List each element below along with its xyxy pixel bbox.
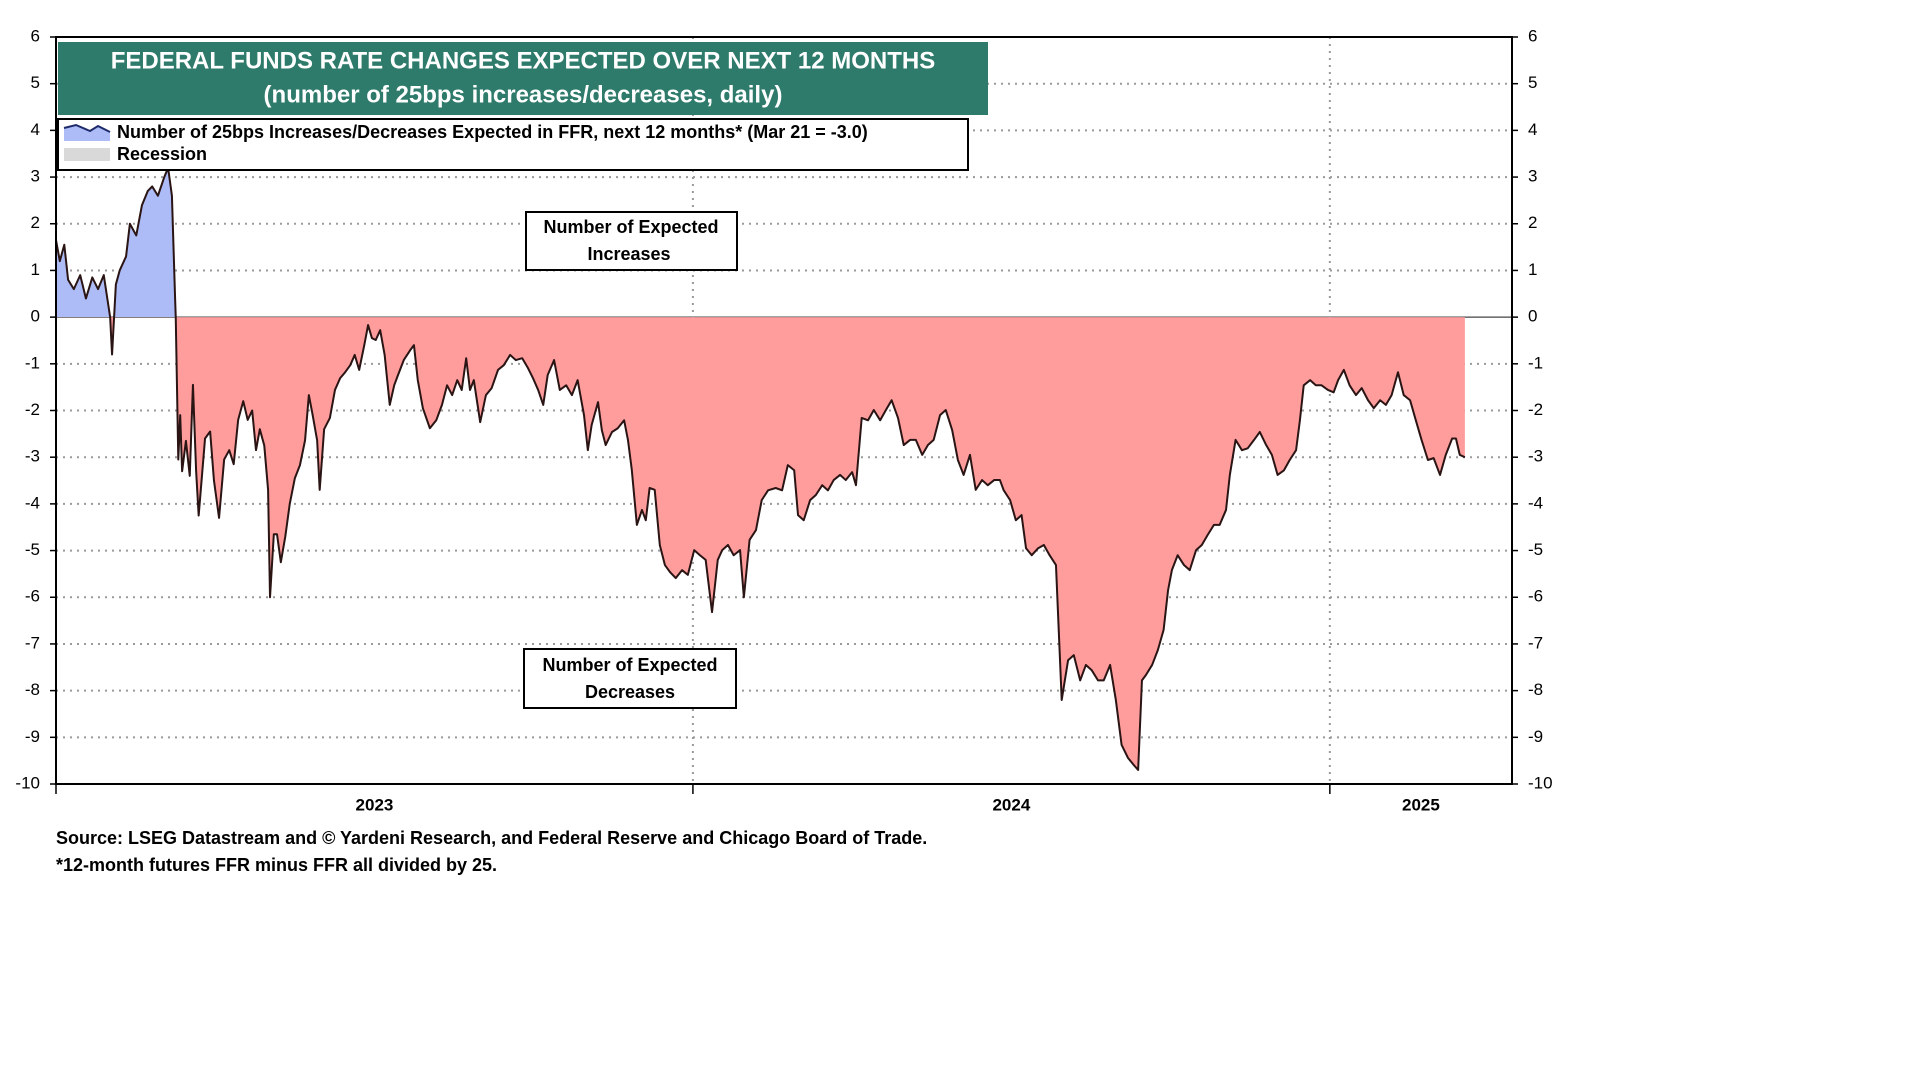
title-box: FEDERAL FUNDS RATE CHANGES EXPECTED OVER… <box>58 42 988 115</box>
annotation-text: Increases <box>587 244 670 264</box>
y2-tick-label: -6 <box>1528 587 1543 606</box>
y2-tick-label: 2 <box>1528 213 1537 232</box>
annotation-text: Decreases <box>585 682 675 702</box>
y-tick-label: -9 <box>25 727 40 746</box>
y2-tick-label: -8 <box>1528 680 1543 699</box>
y2-tick-label: -3 <box>1528 447 1543 466</box>
y-tick-label: -3 <box>25 447 40 466</box>
annotation-box <box>525 211 738 271</box>
legend-box <box>57 118 969 171</box>
legend-swatch-line <box>63 123 111 133</box>
y-tick-label: 6 <box>31 26 40 45</box>
y2-tick-label: 1 <box>1528 260 1537 279</box>
y-tick-label: -6 <box>25 587 40 606</box>
title-background <box>58 42 988 115</box>
area-negative <box>56 317 1465 770</box>
y2-tick-label: -5 <box>1528 540 1543 559</box>
y-tick-label: 2 <box>31 213 40 232</box>
y-tick-label: 1 <box>31 260 40 279</box>
y-tick-label: 5 <box>31 73 40 92</box>
chart-title: FEDERAL FUNDS RATE CHANGES EXPECTED OVER… <box>111 47 936 74</box>
y2-tick-label: -4 <box>1528 493 1543 512</box>
y-tick-label: -7 <box>25 633 40 652</box>
annotation-box <box>523 648 737 709</box>
y2-tick-label: -10 <box>1528 773 1553 792</box>
x-tick-label: 2025 <box>1402 795 1440 814</box>
y-tick-label: -8 <box>25 680 40 699</box>
x-tick-label: 2024 <box>992 795 1030 814</box>
annotation-text: Number of Expected <box>542 655 717 675</box>
line <box>55 166 1466 771</box>
y-tick-label: -2 <box>25 400 40 419</box>
y-tick-label: 4 <box>31 120 40 139</box>
y2-tick-label: 4 <box>1528 120 1537 139</box>
legend-swatch <box>64 148 110 161</box>
x-tick-label: 2023 <box>356 795 394 814</box>
annotation: Number of Expected Decreases <box>523 648 737 709</box>
plot-frame <box>55 36 1513 785</box>
annotation: Number of Expected Increases <box>525 211 738 271</box>
y2-tick-label: 0 <box>1528 307 1537 326</box>
y-tick-label: 0 <box>31 307 40 326</box>
chart-subtitle: (number of 25bps increases/decreases, da… <box>264 81 783 108</box>
y-tick-label: -4 <box>25 493 40 512</box>
legend: Number of 25bps Increases/Decreases Expe… <box>57 118 969 171</box>
y2-tick-label: 5 <box>1528 73 1537 92</box>
y-tick-label: -1 <box>25 353 40 372</box>
source-note: Source: LSEG Datastream and © Yardeni Re… <box>56 828 927 848</box>
plot-data <box>55 166 1466 771</box>
y-tick-label: 3 <box>31 167 40 186</box>
axes: -10 -10-9 -9-8 -8-7 -7-6 -6-5 -5-4 -4-3 -3-2 -2-1… <box>15 26 1552 814</box>
y-tick-label: -5 <box>25 540 40 559</box>
y2-tick-label: -2 <box>1528 400 1543 419</box>
footnote: *12-month futures FFR minus FFR all divi… <box>56 855 497 875</box>
legend-swatch <box>64 125 110 141</box>
y-tick-label: -10 <box>15 773 40 792</box>
annotation-text: Number of Expected <box>543 217 718 237</box>
legend-label: Number of 25bps Increases/Decreases Expe… <box>117 122 868 142</box>
y2-tick-label: 6 <box>1528 26 1537 45</box>
y2-tick-label: -9 <box>1528 727 1543 746</box>
y2-tick-label: -1 <box>1528 353 1543 372</box>
legend-label: Recession <box>117 144 207 164</box>
y2-tick-label: 3 <box>1528 167 1537 186</box>
y2-tick-label: -7 <box>1528 633 1543 652</box>
